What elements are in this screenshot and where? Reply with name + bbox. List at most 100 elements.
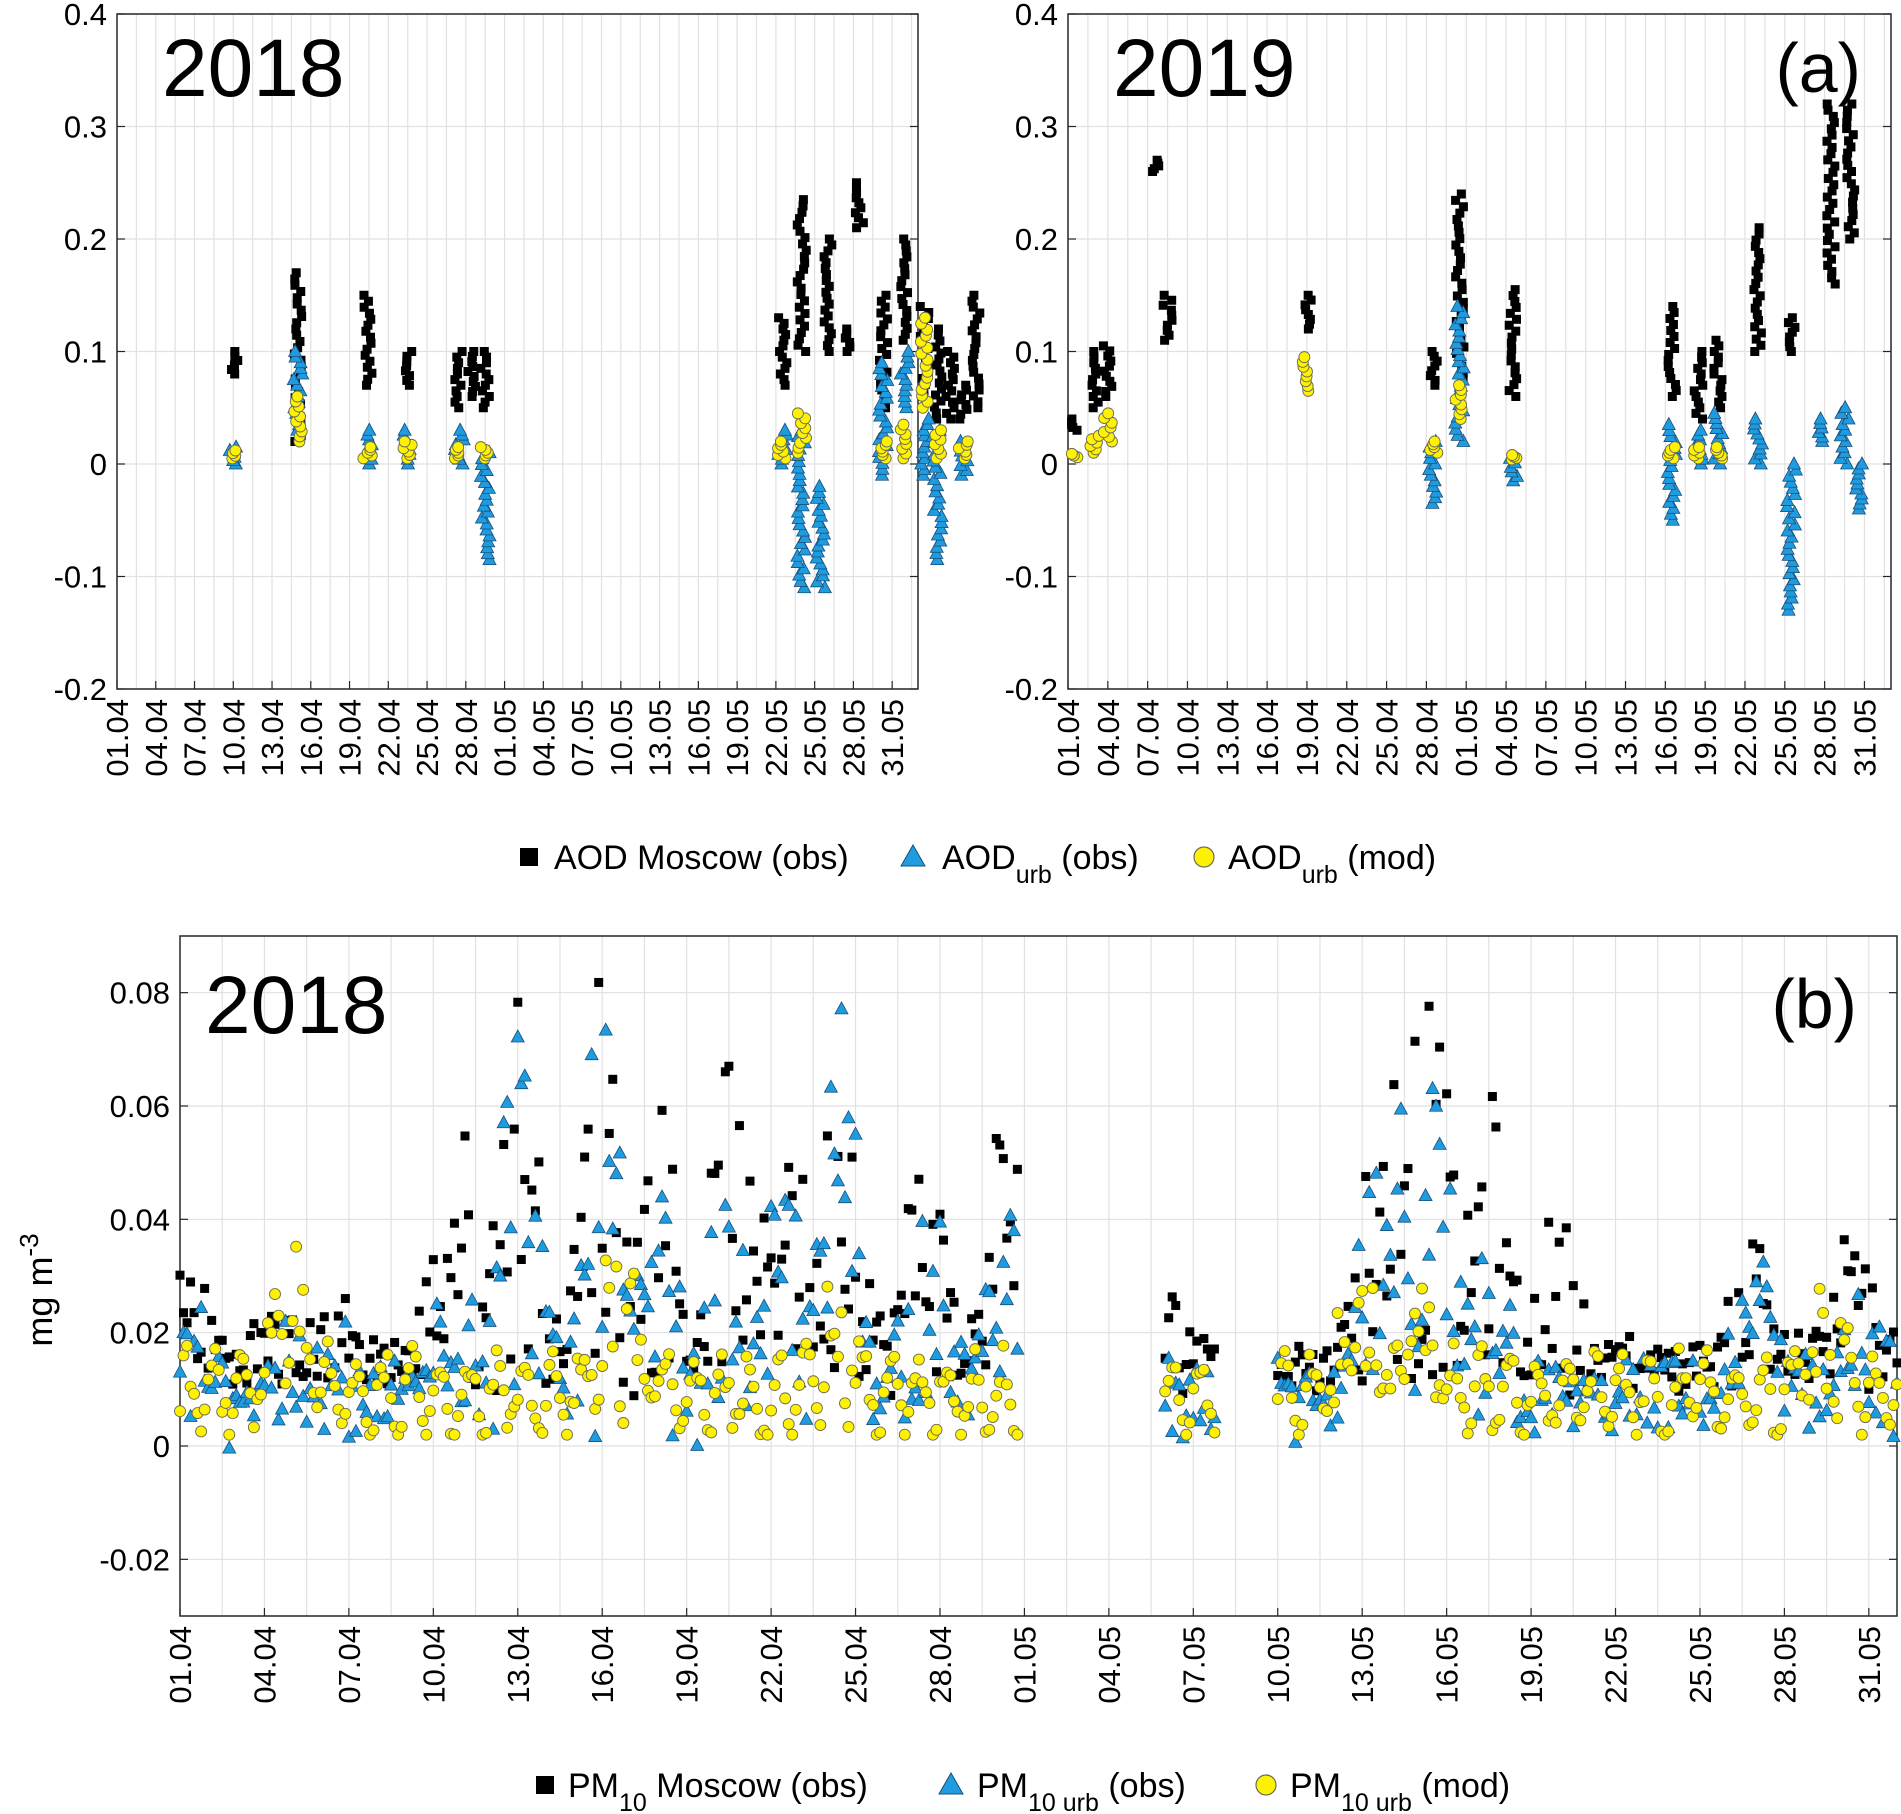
data-point [898, 300, 908, 310]
data-point [288, 1399, 304, 1413]
data-point [1847, 216, 1857, 226]
data-point [1510, 297, 1520, 306]
data-point [989, 1320, 1004, 1334]
data-point [1755, 254, 1765, 264]
data-point [591, 1219, 606, 1234]
data-point [1647, 1400, 1662, 1414]
panel-label: (b) [1771, 965, 1857, 1043]
data-point [1447, 1337, 1460, 1350]
data-point [875, 1311, 885, 1321]
data-point [830, 1173, 846, 1187]
data-point [1843, 148, 1853, 158]
data-point [198, 1403, 211, 1416]
data-point [943, 347, 953, 356]
data-point [1783, 1366, 1793, 1376]
data-point [967, 355, 977, 365]
data-point [1407, 1382, 1423, 1396]
data-point [1716, 1332, 1726, 1342]
data-point [726, 1422, 739, 1434]
data-point [1823, 105, 1833, 115]
data-point [272, 1309, 285, 1322]
x-tick-label: 28.05 [1767, 1626, 1802, 1704]
data-point [1409, 1307, 1421, 1320]
data-point [1299, 1380, 1312, 1393]
y-tick-label: 0.4 [1015, 0, 1058, 32]
data-point [365, 1353, 375, 1363]
data-point [932, 360, 942, 370]
data-point [450, 397, 460, 407]
data-point [1853, 1300, 1863, 1310]
data-point [1296, 1418, 1309, 1431]
data-point [848, 1126, 863, 1140]
data-point [946, 1344, 962, 1358]
data-point [1822, 211, 1832, 221]
y-tick-label: 0.2 [1015, 222, 1058, 257]
data-point [440, 1378, 455, 1392]
data-point [1435, 1219, 1451, 1233]
data-point [1340, 1320, 1350, 1330]
data-point [1423, 1301, 1435, 1314]
data-point [1845, 1351, 1858, 1364]
data-point [931, 390, 941, 400]
data-point [947, 369, 957, 379]
data-point [1691, 392, 1701, 401]
data-point [1751, 235, 1761, 245]
data-point [1670, 380, 1680, 389]
data-point [774, 1270, 789, 1284]
data-point [605, 1221, 620, 1235]
data-point [1451, 1372, 1464, 1385]
data-point [594, 977, 604, 987]
data-point [1843, 160, 1853, 170]
data-point [824, 281, 834, 291]
data-point [1413, 1359, 1423, 1369]
data-point [805, 1283, 815, 1293]
data-point [1160, 335, 1170, 345]
x-tick-label: 22.04 [371, 699, 406, 777]
data-point [1749, 285, 1759, 295]
x-tick-label: 13.04 [1210, 699, 1245, 777]
y-tick-label: 0 [90, 447, 107, 482]
data-point [1665, 1399, 1678, 1412]
data-point [816, 1235, 832, 1250]
data-point [1442, 1089, 1452, 1099]
data-point [1102, 407, 1115, 420]
data-point [290, 280, 300, 290]
data-point [1383, 1247, 1398, 1261]
data-point [1468, 1380, 1481, 1393]
data-point [516, 1254, 526, 1264]
x-tick-label: 07.05 [1529, 699, 1564, 777]
data-point [1884, 1418, 1896, 1431]
data-point [497, 1384, 510, 1397]
data-point [798, 239, 808, 249]
data-point [493, 1268, 508, 1282]
data-point [819, 317, 829, 327]
data-point [746, 1335, 761, 1350]
data-point [378, 1371, 391, 1384]
data-point [1711, 335, 1721, 345]
data-point [478, 1302, 488, 1312]
data-point [506, 1354, 516, 1364]
data-point [237, 1352, 250, 1365]
data-point [267, 1360, 283, 1374]
data-point [1748, 411, 1763, 425]
data-point [974, 379, 984, 389]
x-tick-label: 10.05 [604, 699, 639, 777]
data-point [316, 1325, 326, 1335]
x-tick-label: 04.05 [526, 699, 561, 777]
data-point [1491, 1122, 1501, 1132]
data-point [1417, 1334, 1427, 1344]
data-point [1183, 1416, 1196, 1429]
x-tick-label: 04.04 [1091, 699, 1126, 777]
data-point [839, 1397, 851, 1410]
data-point [1303, 1348, 1316, 1361]
x-tick-label: 16.04 [1250, 699, 1285, 777]
data-point [882, 314, 892, 324]
legend-item-pm10-moscow: PM10 Moscow (obs) [536, 1767, 868, 1814]
data-point [763, 1262, 773, 1272]
data-point [1831, 1412, 1844, 1425]
data-point [680, 1396, 693, 1408]
data-point [1813, 1282, 1826, 1295]
data-point [1361, 1171, 1371, 1181]
data-point [1693, 441, 1705, 454]
data-point [1430, 375, 1440, 385]
